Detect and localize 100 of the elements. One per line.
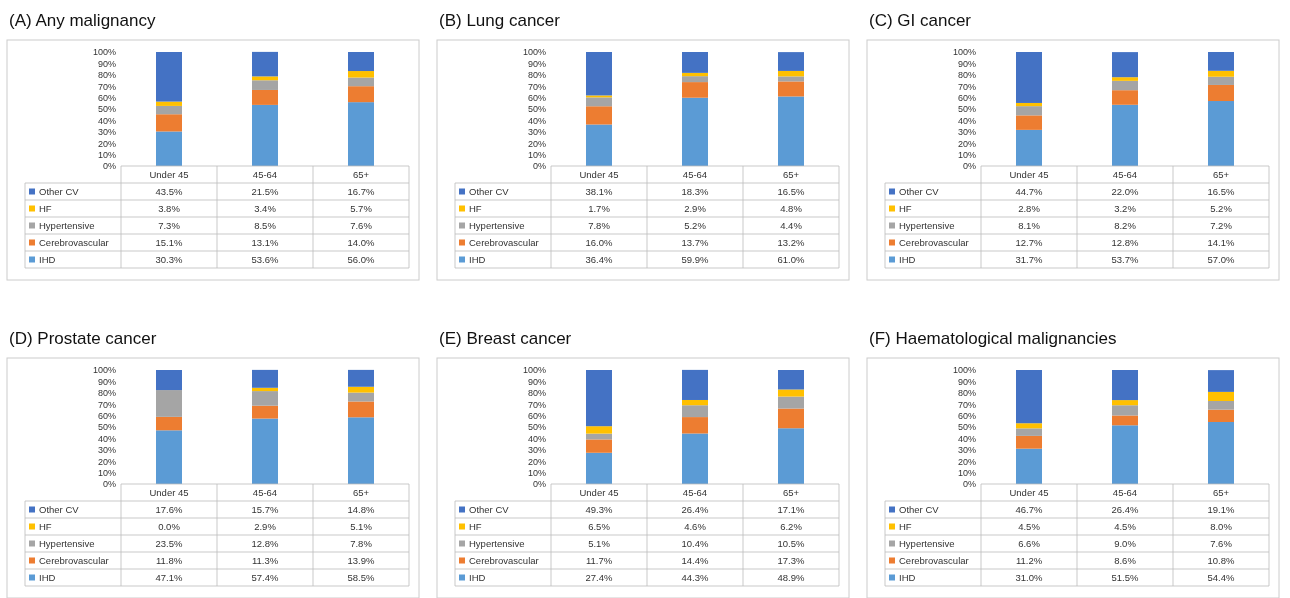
y-tick-label: 90% [957,376,976,387]
y-tick-label: 80% [957,388,976,399]
bar [348,401,374,418]
data-label: 7.2% [1210,220,1233,231]
data-label: 3.8% [158,203,181,214]
chart-title: (B) Lung cancer [439,11,561,30]
bar [156,52,182,102]
y-tick-label: 50% [97,422,116,433]
data-label: 1.7% [588,203,611,214]
bar [1208,409,1234,422]
x-tick-label: 65+ [782,169,800,180]
legend-label: Hypertensive [39,220,95,231]
y-tick-label: 10% [527,467,546,478]
y-tick-label: 10% [97,467,116,478]
bar [156,416,182,431]
y-tick-label: 80% [957,70,976,81]
bar [252,391,278,406]
bar [156,370,182,391]
bar [348,102,374,166]
y-tick-label: 10% [97,149,116,160]
data-label: 10.4% [681,538,710,549]
data-label: 59.9% [681,254,710,265]
data-label: 13.9% [347,555,376,566]
data-label: 43.5% [155,186,184,197]
bar [1016,115,1042,130]
y-tick-label: 40% [97,433,116,444]
bar [348,369,374,387]
y-tick-label: 70% [957,81,976,92]
data-label: 10.8% [1207,555,1236,566]
data-label: 9.0% [1114,538,1137,549]
data-label: 2.8% [1018,203,1041,214]
data-label: 8.2% [1114,220,1137,231]
bar [1208,401,1234,410]
bar [778,428,804,484]
y-tick-label: 100% [522,365,546,376]
bar [586,97,612,107]
y-tick-label: 20% [957,456,976,467]
legend-label: IHD [39,572,56,583]
data-label: 5.1% [588,538,611,549]
y-tick-label: 20% [527,138,546,149]
bar [1112,425,1138,484]
legend-label: Hypertensive [469,220,525,231]
x-tick-label: 65+ [352,169,370,180]
data-label: 44.7% [1015,186,1044,197]
bar [1112,104,1138,166]
y-tick-label: 40% [957,115,976,126]
bar [1112,370,1138,401]
data-label: 7.8% [588,220,611,231]
y-tick-label: 90% [527,58,546,69]
bar [348,392,374,402]
bar [348,417,374,484]
y-tick-label: 50% [97,104,116,115]
y-tick-label: 30% [527,127,546,138]
y-tick-label: 100% [952,365,976,376]
bar [1208,370,1234,392]
data-label: 18.3% [681,186,710,197]
bar [778,408,804,429]
data-label: 12.8% [251,538,280,549]
bar [1112,52,1138,78]
data-label: 5.1% [350,521,373,532]
y-tick-label: 80% [527,388,546,399]
bar [1112,77,1138,81]
y-tick-label: 0% [962,161,976,172]
legend-label: Hypertensive [469,538,525,549]
legend-label: Cerebrovascular [39,237,109,248]
y-tick-label: 60% [527,410,546,421]
bar [586,370,612,427]
y-tick-label: 90% [527,376,546,387]
bar [156,430,182,484]
data-label: 7.3% [158,220,181,231]
chart-title: (F) Haematological malignancies [869,329,1117,348]
bar [1208,421,1234,484]
data-label: 49.3% [585,504,614,515]
data-label: 5.2% [684,220,707,231]
data-label: 26.4% [1111,504,1140,515]
data-label: 4.5% [1114,521,1137,532]
bar [1208,52,1234,71]
y-tick-label: 60% [97,410,116,421]
y-tick-label: 80% [97,70,116,81]
legend-label: Other CV [39,504,80,515]
legend-label: Cerebrovascular [469,237,539,248]
chart-title: (A) Any malignancy [9,11,156,30]
bar [1016,423,1042,429]
bar [1016,102,1042,107]
legend-label: HF [39,521,52,532]
bar [682,76,708,83]
data-label: 21.5% [251,186,280,197]
legend-label: IHD [39,254,56,265]
legend-label: Hypertensive [899,220,955,231]
y-tick-label: 100% [952,47,976,58]
y-tick-label: 90% [97,58,116,69]
bar [1112,90,1138,105]
legend-label: Other CV [899,504,940,515]
data-label: 14.0% [347,237,376,248]
data-label: 4.6% [684,521,707,532]
bar [778,389,804,397]
data-label: 31.7% [1015,254,1044,265]
bar [778,81,804,97]
bar [348,77,374,87]
y-tick-label: 70% [527,81,546,92]
